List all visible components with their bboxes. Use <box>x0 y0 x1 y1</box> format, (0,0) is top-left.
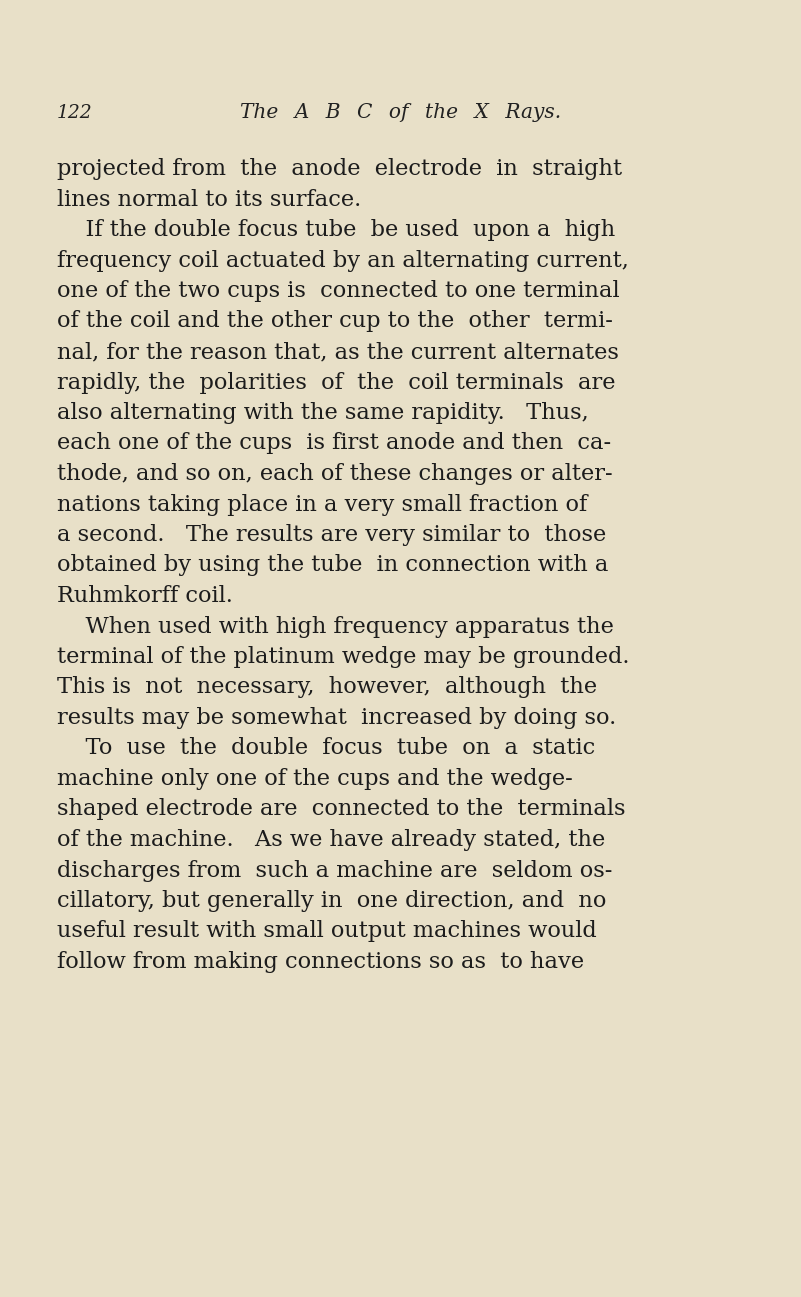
Text: a second.   The results are very similar to  those: a second. The results are very similar t… <box>57 524 606 546</box>
Text: discharges from  such a machine are  seldom os-: discharges from such a machine are seldo… <box>57 860 613 882</box>
Text: cillatory, but generally in  one direction, and  no: cillatory, but generally in one directio… <box>57 890 606 912</box>
Text: 122: 122 <box>57 104 93 122</box>
Text: of the coil and the other cup to the  other  termi-: of the coil and the other cup to the oth… <box>57 310 613 332</box>
Text: The  A  B  C  of  the  X  Rays.: The A B C of the X Rays. <box>240 104 561 122</box>
Text: projected from  the  anode  electrode  in  straight: projected from the anode electrode in st… <box>57 158 622 180</box>
Text: results may be somewhat  increased by doing so.: results may be somewhat increased by doi… <box>57 707 616 729</box>
Text: If the double focus tube  be used  upon a  high: If the double focus tube be used upon a … <box>57 219 615 241</box>
Text: rapidly, the  polarities  of  the  coil terminals  are: rapidly, the polarities of the coil term… <box>57 371 615 393</box>
Text: each one of the cups  is first anode and then  ca-: each one of the cups is first anode and … <box>57 432 611 454</box>
Text: thode, and so on, each of these changes or alter-: thode, and so on, each of these changes … <box>57 463 613 485</box>
Text: This is  not  necessary,  however,  although  the: This is not necessary, however, although… <box>57 677 597 699</box>
Text: useful result with small output machines would: useful result with small output machines… <box>57 921 597 943</box>
Text: nations taking place in a very small fraction of: nations taking place in a very small fra… <box>57 493 587 515</box>
Text: one of the two cups is  connected to one terminal: one of the two cups is connected to one … <box>57 280 620 302</box>
Text: also alternating with the same rapidity.   Thus,: also alternating with the same rapidity.… <box>57 402 589 424</box>
Text: follow from making connections so as  to have: follow from making connections so as to … <box>57 951 584 973</box>
Text: of the machine.   As we have already stated, the: of the machine. As we have already state… <box>57 829 606 851</box>
Text: obtained by using the tube  in connection with a: obtained by using the tube in connection… <box>57 555 609 576</box>
Text: Ruhmkorff coil.: Ruhmkorff coil. <box>57 585 233 607</box>
Text: nal, for the reason that, as the current alternates: nal, for the reason that, as the current… <box>57 341 619 363</box>
Text: To  use  the  double  focus  tube  on  a  static: To use the double focus tube on a static <box>57 738 595 760</box>
Text: When used with high frequency apparatus the: When used with high frequency apparatus … <box>57 616 614 638</box>
Text: shaped electrode are  connected to the  terminals: shaped electrode are connected to the te… <box>57 799 626 821</box>
Text: machine only one of the cups and the wedge-: machine only one of the cups and the wed… <box>57 768 573 790</box>
Text: frequency coil actuated by an alternating current,: frequency coil actuated by an alternatin… <box>57 249 629 271</box>
Text: lines normal to its surface.: lines normal to its surface. <box>57 188 361 210</box>
Text: terminal of the platinum wedge may be grounded.: terminal of the platinum wedge may be gr… <box>57 646 630 668</box>
